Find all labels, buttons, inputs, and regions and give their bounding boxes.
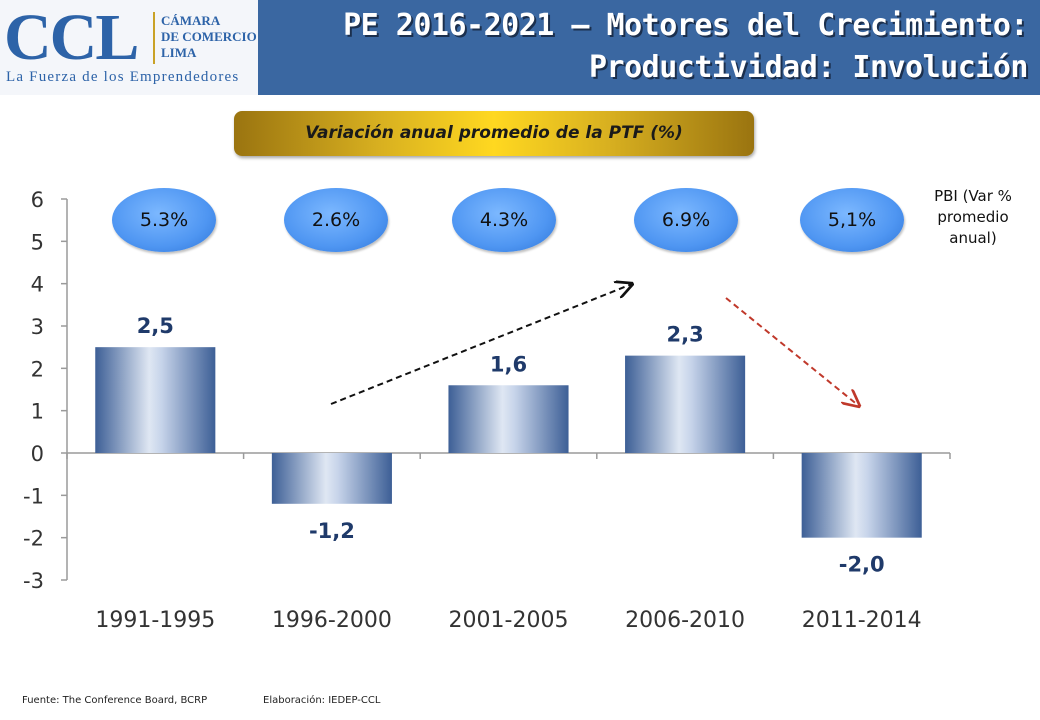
y-tick-label: 4 [31,273,44,297]
y-tick-label: -1 [23,484,44,508]
chart-title-box: Variación anual promedio de la PTF (%) [234,111,754,156]
category-label-2001-2005: 2001-2005 [449,608,569,633]
pbi-label-line-3: anual) [949,229,997,247]
category-label-1996-2000: 1996-2000 [272,608,392,633]
pbi-ellipse-1996-2000: 2.6% [284,188,388,252]
logo-text: CCL [4,1,139,74]
pbi-ellipse-1991-1995: 5.3% [112,188,216,252]
y-tick-label: 1 [31,400,44,424]
value-label-1996-2000: -1,2 [309,519,355,543]
chart-title: Variación anual promedio de la PTF (%) [305,123,683,143]
logo-sub-line-3: LIMA [161,45,197,60]
source-note: Fuente: The Conference Board, BCRP [22,695,208,706]
title-bar: PE 2016-2021 – Motores del Crecimiento: … [258,0,1040,95]
pbi-label-line-1: PBI (Var % [934,187,1012,205]
y-tick-label: 6 [31,188,44,212]
pbi-label-line-2: promedio [937,208,1009,226]
slide-title-line-2: Productividad: Involución [588,50,1029,85]
value-label-2001-2005: 1,6 [490,352,527,376]
y-tick-label: 0 [31,442,44,466]
pbi-ellipse-2001-2005: 4.3% [452,188,556,252]
bar-1991-1995 [95,347,216,453]
category-label-1991-1995: 1991-1995 [95,608,215,633]
pbi-ellipse-2006-2010: 6.9% [634,188,738,252]
bar-1996-2000 [271,453,392,504]
value-label-2006-2010: 2,3 [666,323,703,347]
bar-2011-2014 [801,453,922,538]
value-label-2011-2014: -2,0 [839,553,885,577]
bar-2001-2005 [448,385,569,453]
logo-sub-line-1: CÁMARA [161,13,221,28]
ccl-logo: CCL CÁMARA DE COMERCIO LIMA La Fuerza de… [0,0,258,95]
pbi-label: PBI (Var % promedio anual) [918,186,1028,249]
category-label-2006-2010: 2006-2010 [625,608,745,633]
value-label-1991-1995: 2,5 [137,314,174,338]
bar-2006-2010 [625,355,746,453]
slide-title-line-1: PE 2016-2021 – Motores del Crecimiento: [343,8,1028,43]
y-tick-label: 2 [31,357,44,381]
y-tick-label: -3 [23,569,44,593]
elaboration-note: Elaboración: IEDEP-CCL [263,695,381,706]
trend-arrow-up [330,284,632,405]
logo-separator [153,12,155,64]
logo-tagline: La Fuerza de los Emprendedores [6,69,240,85]
y-tick-label: 3 [31,315,44,339]
y-tick-label: -2 [23,527,44,551]
category-label-2011-2014: 2011-2014 [802,608,922,633]
y-tick-label: 5 [31,230,44,254]
logo-sub-line-2: DE COMERCIO [161,29,257,44]
trend-arrow-down [725,297,859,406]
pbi-ellipse-2011-2014: 5,1% [800,188,904,252]
